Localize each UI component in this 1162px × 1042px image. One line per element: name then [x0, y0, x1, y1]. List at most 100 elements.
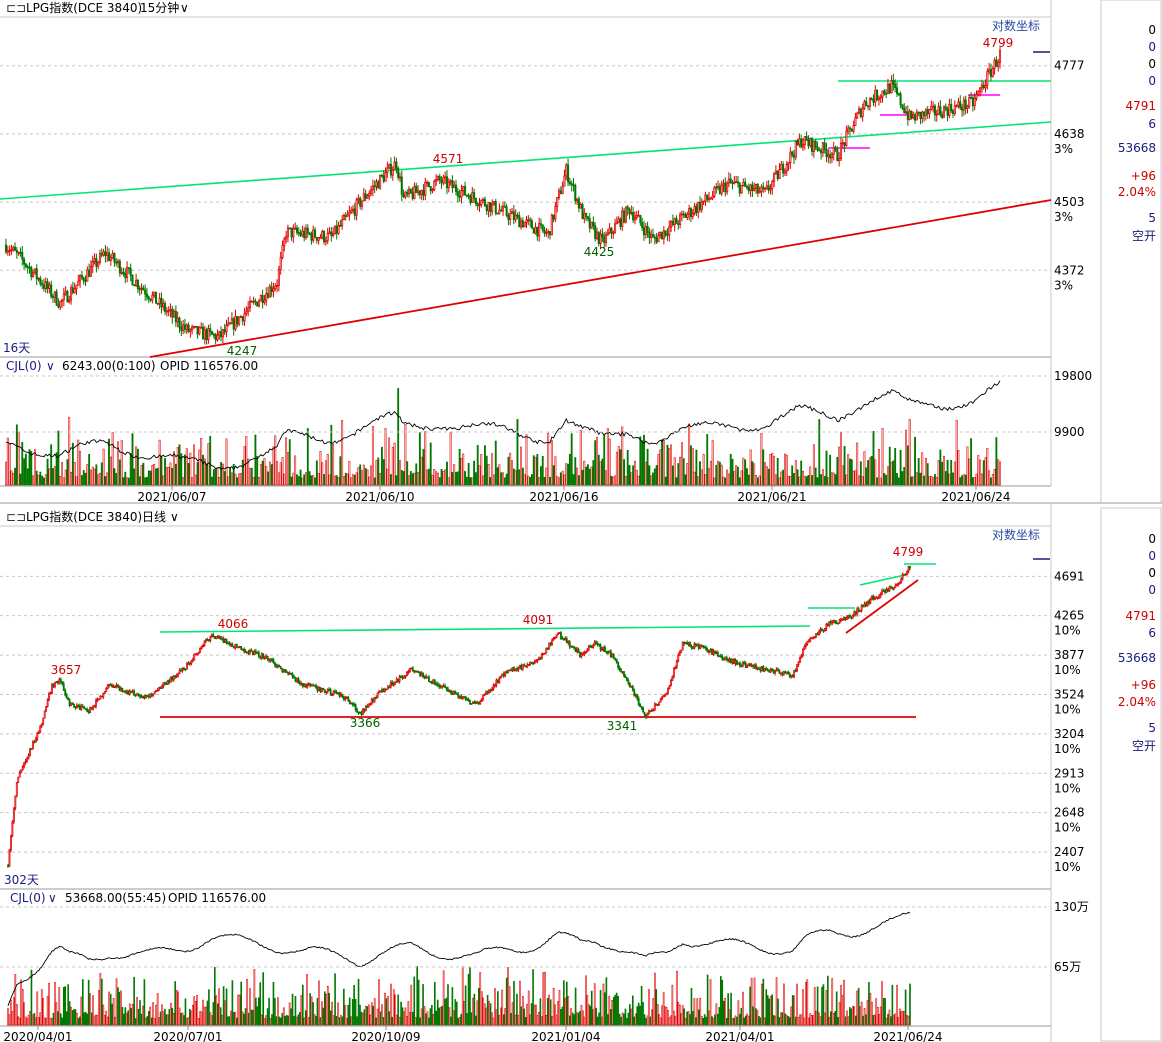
- bot-y-tick-label: 2648: [1054, 806, 1085, 820]
- bot-candle: [457, 693, 460, 698]
- top-candle: [375, 181, 378, 187]
- top-candle: [384, 172, 387, 182]
- top-volume-bar: [198, 449, 201, 486]
- top-candle: [462, 186, 465, 192]
- bottom-period-chevron-icon[interactable]: ∨: [170, 510, 179, 524]
- bot-candle: [463, 696, 466, 699]
- top-candle: [433, 180, 436, 190]
- top-candle: [303, 230, 306, 238]
- top-candle: [57, 304, 60, 308]
- bot-volume-bar: [901, 1010, 904, 1026]
- top-candle: [688, 208, 691, 215]
- bot-volume-bar: [793, 995, 795, 1026]
- bot-candle: [609, 650, 612, 658]
- bot-candle: [266, 655, 269, 660]
- bot-volume-bar: [344, 1005, 347, 1026]
- top-period-chevron-icon[interactable]: ∨: [180, 1, 189, 15]
- top-volume-chevron-icon[interactable]: ∨: [46, 359, 55, 373]
- top-volume-bar: [370, 465, 373, 486]
- top-volume-indicator[interactable]: CJL(0): [6, 359, 42, 373]
- top-candle: [529, 219, 532, 222]
- bot-candle: [131, 690, 134, 693]
- top-candle: [521, 220, 524, 228]
- bottom-header-icon[interactable]: ⊏⊐: [6, 510, 26, 524]
- bot-candle: [821, 629, 823, 631]
- top-volume-bar: [391, 446, 394, 486]
- top-volume-bar: [433, 469, 436, 486]
- bot-volume-bar: [545, 1015, 548, 1026]
- bot-volume-bar: [561, 1006, 564, 1026]
- bot-candle: [470, 703, 473, 705]
- top-volume-bar: [563, 474, 566, 486]
- bot-candle: [366, 705, 369, 708]
- top-candle: [877, 97, 880, 101]
- top-candle: [297, 232, 300, 234]
- top-volume-bar: [518, 469, 521, 486]
- top-candle: [845, 130, 848, 146]
- top-volume-bar: [335, 475, 338, 486]
- bottom-volume-indicator[interactable]: CJL(0): [10, 891, 46, 905]
- top-candle: [798, 138, 801, 145]
- top-volume-bar: [496, 467, 499, 486]
- top-candle: [113, 253, 116, 263]
- top-candle: [617, 218, 620, 223]
- top-candle: [445, 176, 449, 189]
- top-volume-bar: [324, 460, 327, 486]
- top-volume-bar: [964, 474, 967, 486]
- top-candle: [216, 334, 219, 341]
- bot-volume-bar: [79, 1016, 81, 1026]
- top-volume-bar: [17, 432, 20, 486]
- bot-volume-bar: [592, 1009, 595, 1026]
- top-period-selector[interactable]: 15分钟: [140, 0, 179, 15]
- top-volume-bar: [879, 477, 882, 486]
- bot-candle: [604, 646, 606, 652]
- bot-volume-bar: [303, 1017, 306, 1026]
- top-volume-bar: [281, 457, 284, 486]
- bot-candle: [715, 652, 718, 654]
- top-volume-bar: [503, 477, 506, 486]
- bot-candle: [906, 571, 908, 575]
- top-candle: [816, 146, 819, 151]
- bot-candle: [753, 664, 756, 668]
- top-candle: [435, 179, 438, 182]
- bot-candle: [250, 649, 253, 652]
- bot-candle: [36, 732, 39, 740]
- bot-candle: [26, 758, 28, 762]
- top-header-icon[interactable]: ⊏⊐: [6, 1, 26, 15]
- top-volume-bar: [639, 436, 642, 486]
- bot-candle: [120, 688, 122, 691]
- bottom-period-selector[interactable]: 日线: [142, 510, 166, 524]
- top-volume-bar: [973, 477, 976, 486]
- bot-candle: [87, 711, 90, 714]
- bot-volume-bar: [387, 996, 389, 1026]
- bot-volume-bar: [451, 987, 454, 1026]
- top-scale-mode[interactable]: 对数坐标: [992, 18, 1040, 33]
- top-candle: [97, 261, 100, 267]
- top-volume-bar: [773, 455, 776, 486]
- bottom-volume-chevron-icon[interactable]: ∨: [48, 891, 57, 905]
- top-volume-bar: [549, 476, 551, 486]
- bot-volume-bar: [225, 988, 228, 1026]
- top-candle: [449, 180, 452, 183]
- top-header[interactable]: ⊏⊐ LPG指数(DCE 3840) 15分钟 ∨: [6, 0, 189, 15]
- bot-candle: [76, 704, 78, 708]
- bot-candle: [147, 695, 150, 698]
- bot-candle: [870, 595, 873, 600]
- bot-volume-bar: [343, 988, 345, 1026]
- bot-volume-bar: [869, 993, 872, 1026]
- bot-volume-bar: [378, 979, 380, 1026]
- top-candle: [903, 107, 906, 114]
- bot-candle: [658, 701, 661, 705]
- bot-volume-bar: [586, 995, 589, 1026]
- bottom-header[interactable]: ⊏⊐ LPG指数(DCE 3840) 日线 ∨: [6, 509, 179, 524]
- top-candle: [117, 260, 120, 264]
- top-candle: [973, 98, 976, 107]
- bot-candle: [168, 680, 171, 683]
- top-volume-bar: [332, 443, 335, 486]
- bot-volume-bar: [780, 1012, 782, 1026]
- bot-candle: [680, 649, 683, 653]
- top-candle: [858, 108, 861, 114]
- bot-candle: [605, 651, 608, 653]
- top-volume-bar: [203, 458, 206, 486]
- bottom-scale-mode[interactable]: 对数坐标: [992, 527, 1040, 542]
